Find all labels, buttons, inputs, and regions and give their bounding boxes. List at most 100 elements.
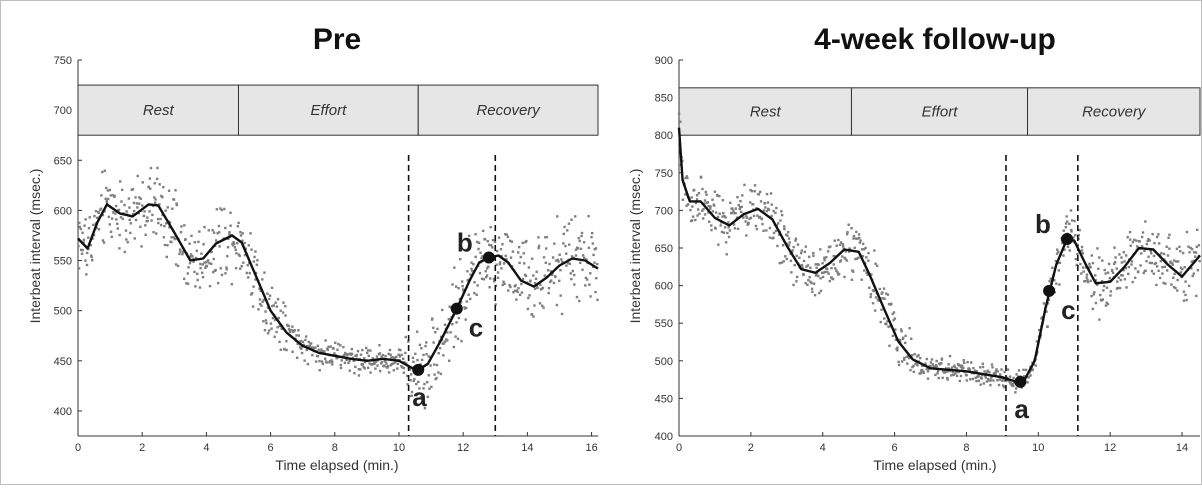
data-point xyxy=(87,236,90,239)
data-point xyxy=(429,364,432,367)
data-point xyxy=(770,214,773,218)
data-point xyxy=(801,266,804,269)
data-point xyxy=(345,358,348,362)
data-point xyxy=(534,277,538,281)
x-tick-label: 2 xyxy=(748,442,754,454)
data-point xyxy=(768,236,772,239)
data-point xyxy=(858,236,861,240)
data-point xyxy=(159,223,163,227)
data-point xyxy=(966,361,969,364)
data-point xyxy=(793,264,796,267)
data-point xyxy=(593,248,596,251)
data-point xyxy=(432,363,436,366)
data-point xyxy=(1102,284,1106,288)
data-point xyxy=(190,234,193,238)
data-point xyxy=(922,371,925,375)
data-point xyxy=(570,277,573,281)
data-point xyxy=(852,237,855,240)
data-point xyxy=(1192,259,1195,263)
data-point xyxy=(447,359,451,362)
data-point xyxy=(374,367,377,370)
data-point xyxy=(1080,249,1084,252)
data-point xyxy=(464,318,467,321)
data-point xyxy=(167,189,171,192)
data-point xyxy=(115,218,118,221)
data-point xyxy=(860,278,863,281)
data-point xyxy=(832,263,835,266)
data-point xyxy=(219,207,222,210)
data-point xyxy=(420,346,423,350)
data-point xyxy=(1049,277,1052,280)
data-point xyxy=(886,320,889,323)
data-point xyxy=(496,276,500,279)
data-point xyxy=(733,211,736,215)
data-point xyxy=(791,249,794,252)
data-point xyxy=(296,342,299,345)
data-point xyxy=(264,319,268,322)
smoothed-curve xyxy=(77,203,599,371)
data-point xyxy=(710,224,713,227)
data-point xyxy=(112,194,115,197)
data-point xyxy=(542,306,545,309)
data-point xyxy=(397,353,400,356)
data-point xyxy=(858,241,862,244)
data-point xyxy=(113,194,116,198)
data-point xyxy=(403,360,406,364)
data-point xyxy=(458,297,462,301)
data-point xyxy=(120,188,124,192)
data-point xyxy=(361,362,365,366)
data-point xyxy=(396,367,399,370)
data-point xyxy=(981,365,985,369)
data-point xyxy=(224,272,227,275)
data-point xyxy=(77,244,80,248)
phase-label: Rest xyxy=(750,104,782,121)
data-point xyxy=(268,294,272,297)
data-point xyxy=(184,238,187,241)
data-point xyxy=(560,258,563,261)
x-tick-label: 12 xyxy=(457,442,469,454)
data-point xyxy=(962,358,965,362)
data-point xyxy=(211,229,214,232)
data-point xyxy=(123,203,126,207)
data-point xyxy=(259,289,262,293)
data-point xyxy=(596,262,599,266)
y-tick-label: 600 xyxy=(54,205,72,217)
phase-box xyxy=(77,84,239,136)
data-point xyxy=(1190,260,1193,263)
data-point xyxy=(80,252,84,255)
data-point xyxy=(859,239,862,242)
data-point xyxy=(215,208,219,211)
data-point xyxy=(441,308,444,312)
data-point xyxy=(250,248,253,251)
data-point xyxy=(1058,261,1062,264)
data-point xyxy=(356,349,360,353)
data-point xyxy=(146,219,149,223)
data-point xyxy=(1128,238,1132,241)
data-point xyxy=(788,241,791,244)
data-point xyxy=(576,247,580,250)
x-tick-label: 10 xyxy=(393,442,405,454)
data-point xyxy=(852,234,856,238)
data-point xyxy=(580,231,584,235)
data-point xyxy=(250,292,254,295)
data-point xyxy=(457,287,460,290)
data-point xyxy=(761,222,764,226)
data-point xyxy=(82,241,85,244)
data-point xyxy=(179,230,183,234)
data-point xyxy=(709,207,712,210)
data-point xyxy=(1105,301,1108,304)
data-point xyxy=(860,248,864,251)
data-point xyxy=(844,257,847,261)
data-point xyxy=(165,222,168,225)
data-point xyxy=(388,348,392,352)
data-point xyxy=(778,261,781,265)
data-point xyxy=(1108,276,1111,280)
data-point xyxy=(936,372,939,375)
data-point xyxy=(695,194,699,197)
data-point xyxy=(410,394,413,397)
data-point xyxy=(804,282,807,285)
data-point xyxy=(1187,284,1191,288)
data-point xyxy=(593,261,596,264)
data-point xyxy=(506,289,510,292)
data-point xyxy=(898,338,902,342)
